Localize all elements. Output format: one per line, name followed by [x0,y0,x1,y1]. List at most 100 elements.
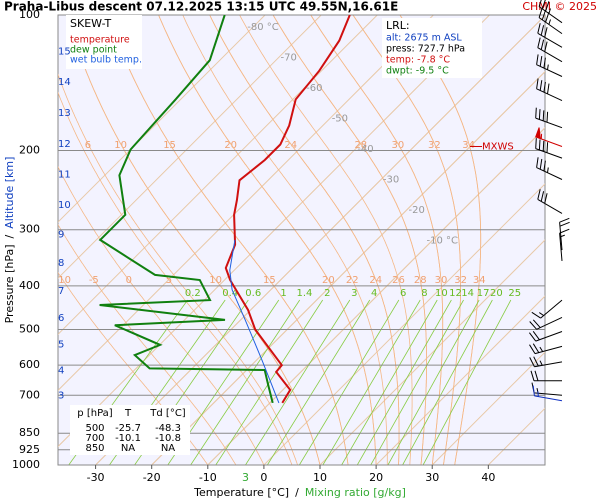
table-cell: 700 [85,433,104,444]
plot-area [57,14,546,466]
x-tick-label: 30 [425,471,439,484]
adiabat-label: 10 [114,140,127,151]
isotherm-label: -80 °C [247,22,279,33]
y-tick-label: 700 [19,388,40,401]
profiles [98,15,351,404]
y-tick-label: 300 [19,223,40,236]
adiabat-label: 28 [354,140,367,151]
wind-barb [531,299,563,319]
mixing-ratio-label: 25 [508,288,521,299]
wind-barb [536,157,563,180]
adiabat-label: 10 [209,275,222,286]
profile-line [229,239,280,404]
y-tick-label: 850 [19,426,40,439]
x-tick-label: -10 [199,471,217,484]
adiabat-label: 24 [284,140,297,151]
adiabat-label: 34 [473,275,486,286]
mixing-ratio-line [370,299,464,465]
mixing-ratio-line [267,299,371,465]
legend-entry: temperature [70,35,130,46]
wind-barb [536,54,563,77]
mixing-ratio-label: 20 [490,288,503,299]
mxws-label: MXWS [482,142,514,153]
isotherm [375,295,545,465]
mixing-ratio-line [299,299,400,465]
altitude-label: 15 [58,46,71,57]
mixing-ratio-label: 17 [477,288,490,299]
altitude-label: 9 [58,229,64,240]
wind-barb [529,316,563,330]
mixing-ratio-label: 4 [371,288,377,299]
y-tick-label: 200 [19,143,40,156]
wind-barb [529,343,563,355]
mixing-ratio-label: 0.2 [185,288,201,299]
isotherm-label: -70 [280,53,296,64]
adiabat-label: 6 [85,140,91,151]
adiabat-label: 24 [369,275,382,286]
wind-barb [532,385,563,402]
isotherm [207,127,545,465]
adiabat-label: 30 [435,275,448,286]
lrl-box [382,18,482,78]
mixing-ratio-label: 1 [280,288,286,299]
lrl-line: press: 727.7 hPa [386,44,465,55]
adiabat-label: -10 [55,275,71,286]
table-cell: -10.8 [155,433,181,444]
mixing-ratio-label: 2 [324,288,330,299]
legend-entry: wet bulb temp. [70,55,142,66]
mixing-ratio-label: 6 [400,288,406,299]
altitude-label: 12 [58,139,71,150]
adiabat-label: 30 [392,140,405,151]
table-cell: NA [121,443,135,454]
x-axis-label: Temperature [°C] / Mixing ratio [g/kg] [193,486,406,499]
chart-title: Praha-Libus descent 07.12.2025 13:15 UTC… [4,0,398,14]
wind-barb [535,127,563,147]
wind-barb [537,37,563,63]
lrl-line: temp: -7.8 °C [386,55,450,66]
table-cell: 850 [85,443,104,454]
isotherm [263,183,545,465]
y-tick-label: 400 [19,279,40,292]
isotherm [151,70,545,465]
isotherm [58,15,490,448]
lrl-title: LRL: [386,19,410,32]
table-cell: -25.7 [115,423,141,434]
mixing-ratio-label: 3 [351,288,357,299]
wind-barb [529,356,563,368]
x-tick-label: -20 [143,471,161,484]
adiabat-label: 22 [346,275,359,286]
altitude-label: 8 [58,258,64,269]
profile-line [224,15,351,404]
altitude-label: 5 [58,340,64,351]
adiabat-label: -5 [89,275,99,286]
mixing-ratio-axis-label: 3 [242,471,249,484]
overlay: SKEW-T LRL: alt: 2675 m ASL press: 727.7… [66,15,482,455]
y-tick-label: 500 [19,323,40,336]
legend-entry: dew point [70,45,117,56]
legend-box [66,15,142,69]
isotherm [431,351,545,465]
isotherm-label: -60 [306,83,322,94]
isotherm-label: -30 [383,175,399,186]
adiabat-label: 5 [166,275,172,286]
wind-barb [529,331,563,342]
isotherm-label: -20 [409,205,425,216]
x-label-sep: / [295,486,299,499]
wind-barb [538,7,563,35]
wind-barb [530,370,562,382]
isotherm [58,15,322,279]
isotherm [319,239,545,465]
mixing-ratio-line [190,299,301,465]
x-tick-label: 40 [481,471,495,484]
altitude-label: 7 [58,286,64,297]
y-label: Pressure [hPa] [3,244,16,323]
table-cell: -10.1 [115,433,141,444]
table-header: Td [°C] [149,408,186,419]
altitude-label: 4 [58,365,64,376]
lrl-line: dwpt: -9.5 °C [386,66,449,77]
y-label-sep: / [3,234,16,238]
wind-barb [537,189,563,214]
mixing-ratio-line [245,299,351,465]
isotherm [58,15,266,223]
